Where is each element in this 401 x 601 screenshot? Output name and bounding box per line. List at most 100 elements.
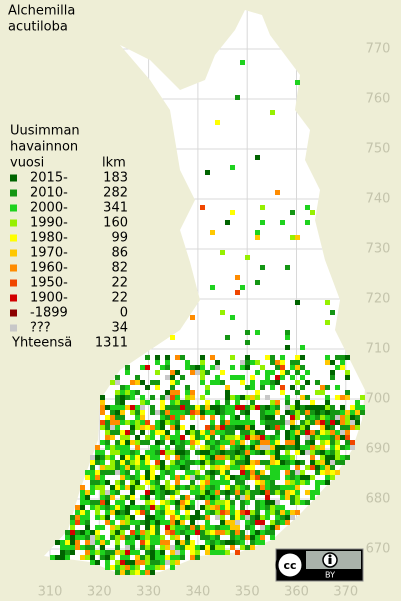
occurrence-cell: [110, 470, 115, 475]
occurrence-cell: [120, 550, 125, 555]
occurrence-cell: [215, 445, 220, 450]
occurrence-cell: [290, 405, 295, 410]
occurrence-cell: [165, 520, 170, 525]
occurrence-cell: [275, 430, 280, 435]
occurrence-cell: [265, 370, 270, 375]
occurrence-cell: [225, 395, 230, 400]
occurrence-cell: [250, 360, 255, 365]
occurrence-cell: [200, 355, 205, 360]
occurrence-cell: [185, 475, 190, 480]
occurrence-cell: [85, 545, 90, 550]
occurrence-cell: [330, 440, 335, 445]
occurrence-cell: [220, 475, 225, 480]
occurrence-cell: [250, 420, 255, 425]
occurrence-cell: [175, 445, 180, 450]
legend-label: 1990-: [30, 216, 68, 231]
occurrence-cell: [140, 400, 145, 405]
occurrence-cell: [185, 405, 190, 410]
occurrence-cell: [115, 540, 120, 545]
occurrence-cell: [215, 495, 220, 500]
occurrence-cell: [280, 415, 285, 420]
occurrence-cell: [80, 535, 85, 540]
occurrence-cell: [155, 560, 160, 565]
occurrence-cell: [290, 415, 295, 420]
occurrence-cell: [285, 330, 290, 335]
occurrence-cell: [260, 535, 265, 540]
occurrence-cell: [215, 490, 220, 495]
occurrence-cell: [215, 470, 220, 475]
occurrence-cell: [160, 520, 165, 525]
occurrence-cell: [230, 435, 235, 440]
occurrence-cell: [165, 445, 170, 450]
legend-swatch: [10, 204, 17, 212]
occurrence-cell: [50, 555, 55, 560]
occurrence-cell: [210, 380, 215, 385]
occurrence-cell: [100, 460, 105, 465]
occurrence-cell: [255, 505, 260, 510]
occurrence-cell: [180, 425, 185, 430]
occurrence-cell: [290, 460, 295, 465]
occurrence-cell: [320, 445, 325, 450]
occurrence-cell: [340, 455, 345, 460]
occurrence-cell: [155, 530, 160, 535]
occurrence-cell: [125, 435, 130, 440]
occurrence-cell: [275, 470, 280, 475]
occurrence-cell: [330, 370, 335, 375]
occurrence-cell: [260, 530, 265, 535]
occurrence-cell: [235, 455, 240, 460]
occurrence-cell: [215, 525, 220, 530]
occurrence-cell: [165, 390, 170, 395]
occurrence-cell: [95, 470, 100, 475]
occurrence-cell: [135, 445, 140, 450]
occurrence-cell: [240, 380, 245, 385]
occurrence-cell: [80, 510, 85, 515]
occurrence-cell: [145, 500, 150, 505]
occurrence-cell: [300, 345, 305, 350]
occurrence-cell: [150, 515, 155, 520]
occurrence-cell: [65, 535, 70, 540]
occurrence-cell: [75, 540, 80, 545]
occurrence-cell: [245, 435, 250, 440]
occurrence-cell: [125, 450, 130, 455]
occurrence-cell: [285, 400, 290, 405]
occurrence-cell: [120, 405, 125, 410]
occurrence-cell: [255, 510, 260, 515]
occurrence-cell: [150, 535, 155, 540]
occurrence-cell: [350, 405, 355, 410]
occurrence-cell: [215, 375, 220, 380]
occurrence-cell: [125, 545, 130, 550]
occurrence-cell: [205, 450, 210, 455]
occurrence-cell: [185, 515, 190, 520]
legend-swatch: [10, 309, 17, 317]
occurrence-cell: [275, 455, 280, 460]
occurrence-cell: [70, 515, 75, 520]
occurrence-cell: [225, 480, 230, 485]
occurrence-cell: [320, 425, 325, 430]
legend-label: 2010-: [30, 186, 68, 201]
occurrence-cell: [175, 490, 180, 495]
occurrence-cell: [160, 425, 165, 430]
occurrence-cell: [310, 490, 315, 495]
occurrence-cell: [280, 390, 285, 395]
occurrence-cell: [85, 515, 90, 520]
occurrence-cell: [120, 470, 125, 475]
occurrence-cell: [270, 490, 275, 495]
occurrence-cell: [170, 520, 175, 525]
occurrence-cell: [315, 420, 320, 425]
occurrence-cell: [150, 550, 155, 555]
occurrence-cell: [275, 450, 280, 455]
occurrence-cell: [165, 525, 170, 530]
occurrence-cell: [195, 370, 200, 375]
occurrence-cell: [310, 410, 315, 415]
occurrence-cell: [260, 450, 265, 455]
occurrence-cell: [235, 510, 240, 515]
occurrence-cell: [235, 425, 240, 430]
occurrence-cell: [100, 540, 105, 545]
occurrence-cell: [85, 535, 90, 540]
occurrence-cell: [85, 510, 90, 515]
occurrence-cell: [120, 505, 125, 510]
occurrence-cell: [290, 410, 295, 415]
occurrence-cell: [250, 450, 255, 455]
occurrence-cell: [265, 410, 270, 415]
occurrence-cell: [210, 540, 215, 545]
